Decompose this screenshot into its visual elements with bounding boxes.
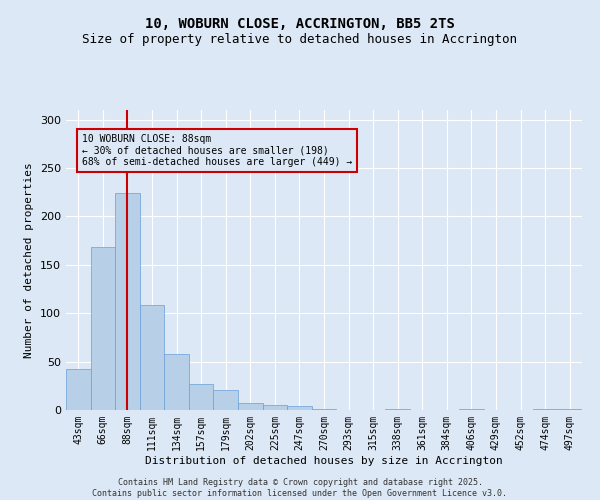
Bar — [189, 384, 214, 410]
Text: Contains HM Land Registry data © Crown copyright and database right 2025.
Contai: Contains HM Land Registry data © Crown c… — [92, 478, 508, 498]
Bar — [287, 406, 312, 410]
Bar — [115, 193, 140, 410]
Text: 10 WOBURN CLOSE: 88sqm
← 30% of detached houses are smaller (198)
68% of semi-de: 10 WOBURN CLOSE: 88sqm ← 30% of detached… — [82, 134, 352, 168]
Bar — [533, 409, 557, 410]
Bar — [557, 409, 582, 410]
Text: Size of property relative to detached houses in Accrington: Size of property relative to detached ho… — [83, 32, 517, 46]
Bar — [238, 403, 263, 410]
Bar — [312, 409, 336, 410]
Y-axis label: Number of detached properties: Number of detached properties — [25, 162, 34, 358]
Bar — [459, 409, 484, 410]
Bar — [164, 354, 189, 410]
Bar — [140, 306, 164, 410]
Bar — [91, 248, 115, 410]
Text: 10, WOBURN CLOSE, ACCRINGTON, BB5 2TS: 10, WOBURN CLOSE, ACCRINGTON, BB5 2TS — [145, 18, 455, 32]
Bar — [263, 405, 287, 410]
Bar — [385, 409, 410, 410]
X-axis label: Distribution of detached houses by size in Accrington: Distribution of detached houses by size … — [145, 456, 503, 466]
Bar — [66, 370, 91, 410]
Bar — [214, 390, 238, 410]
